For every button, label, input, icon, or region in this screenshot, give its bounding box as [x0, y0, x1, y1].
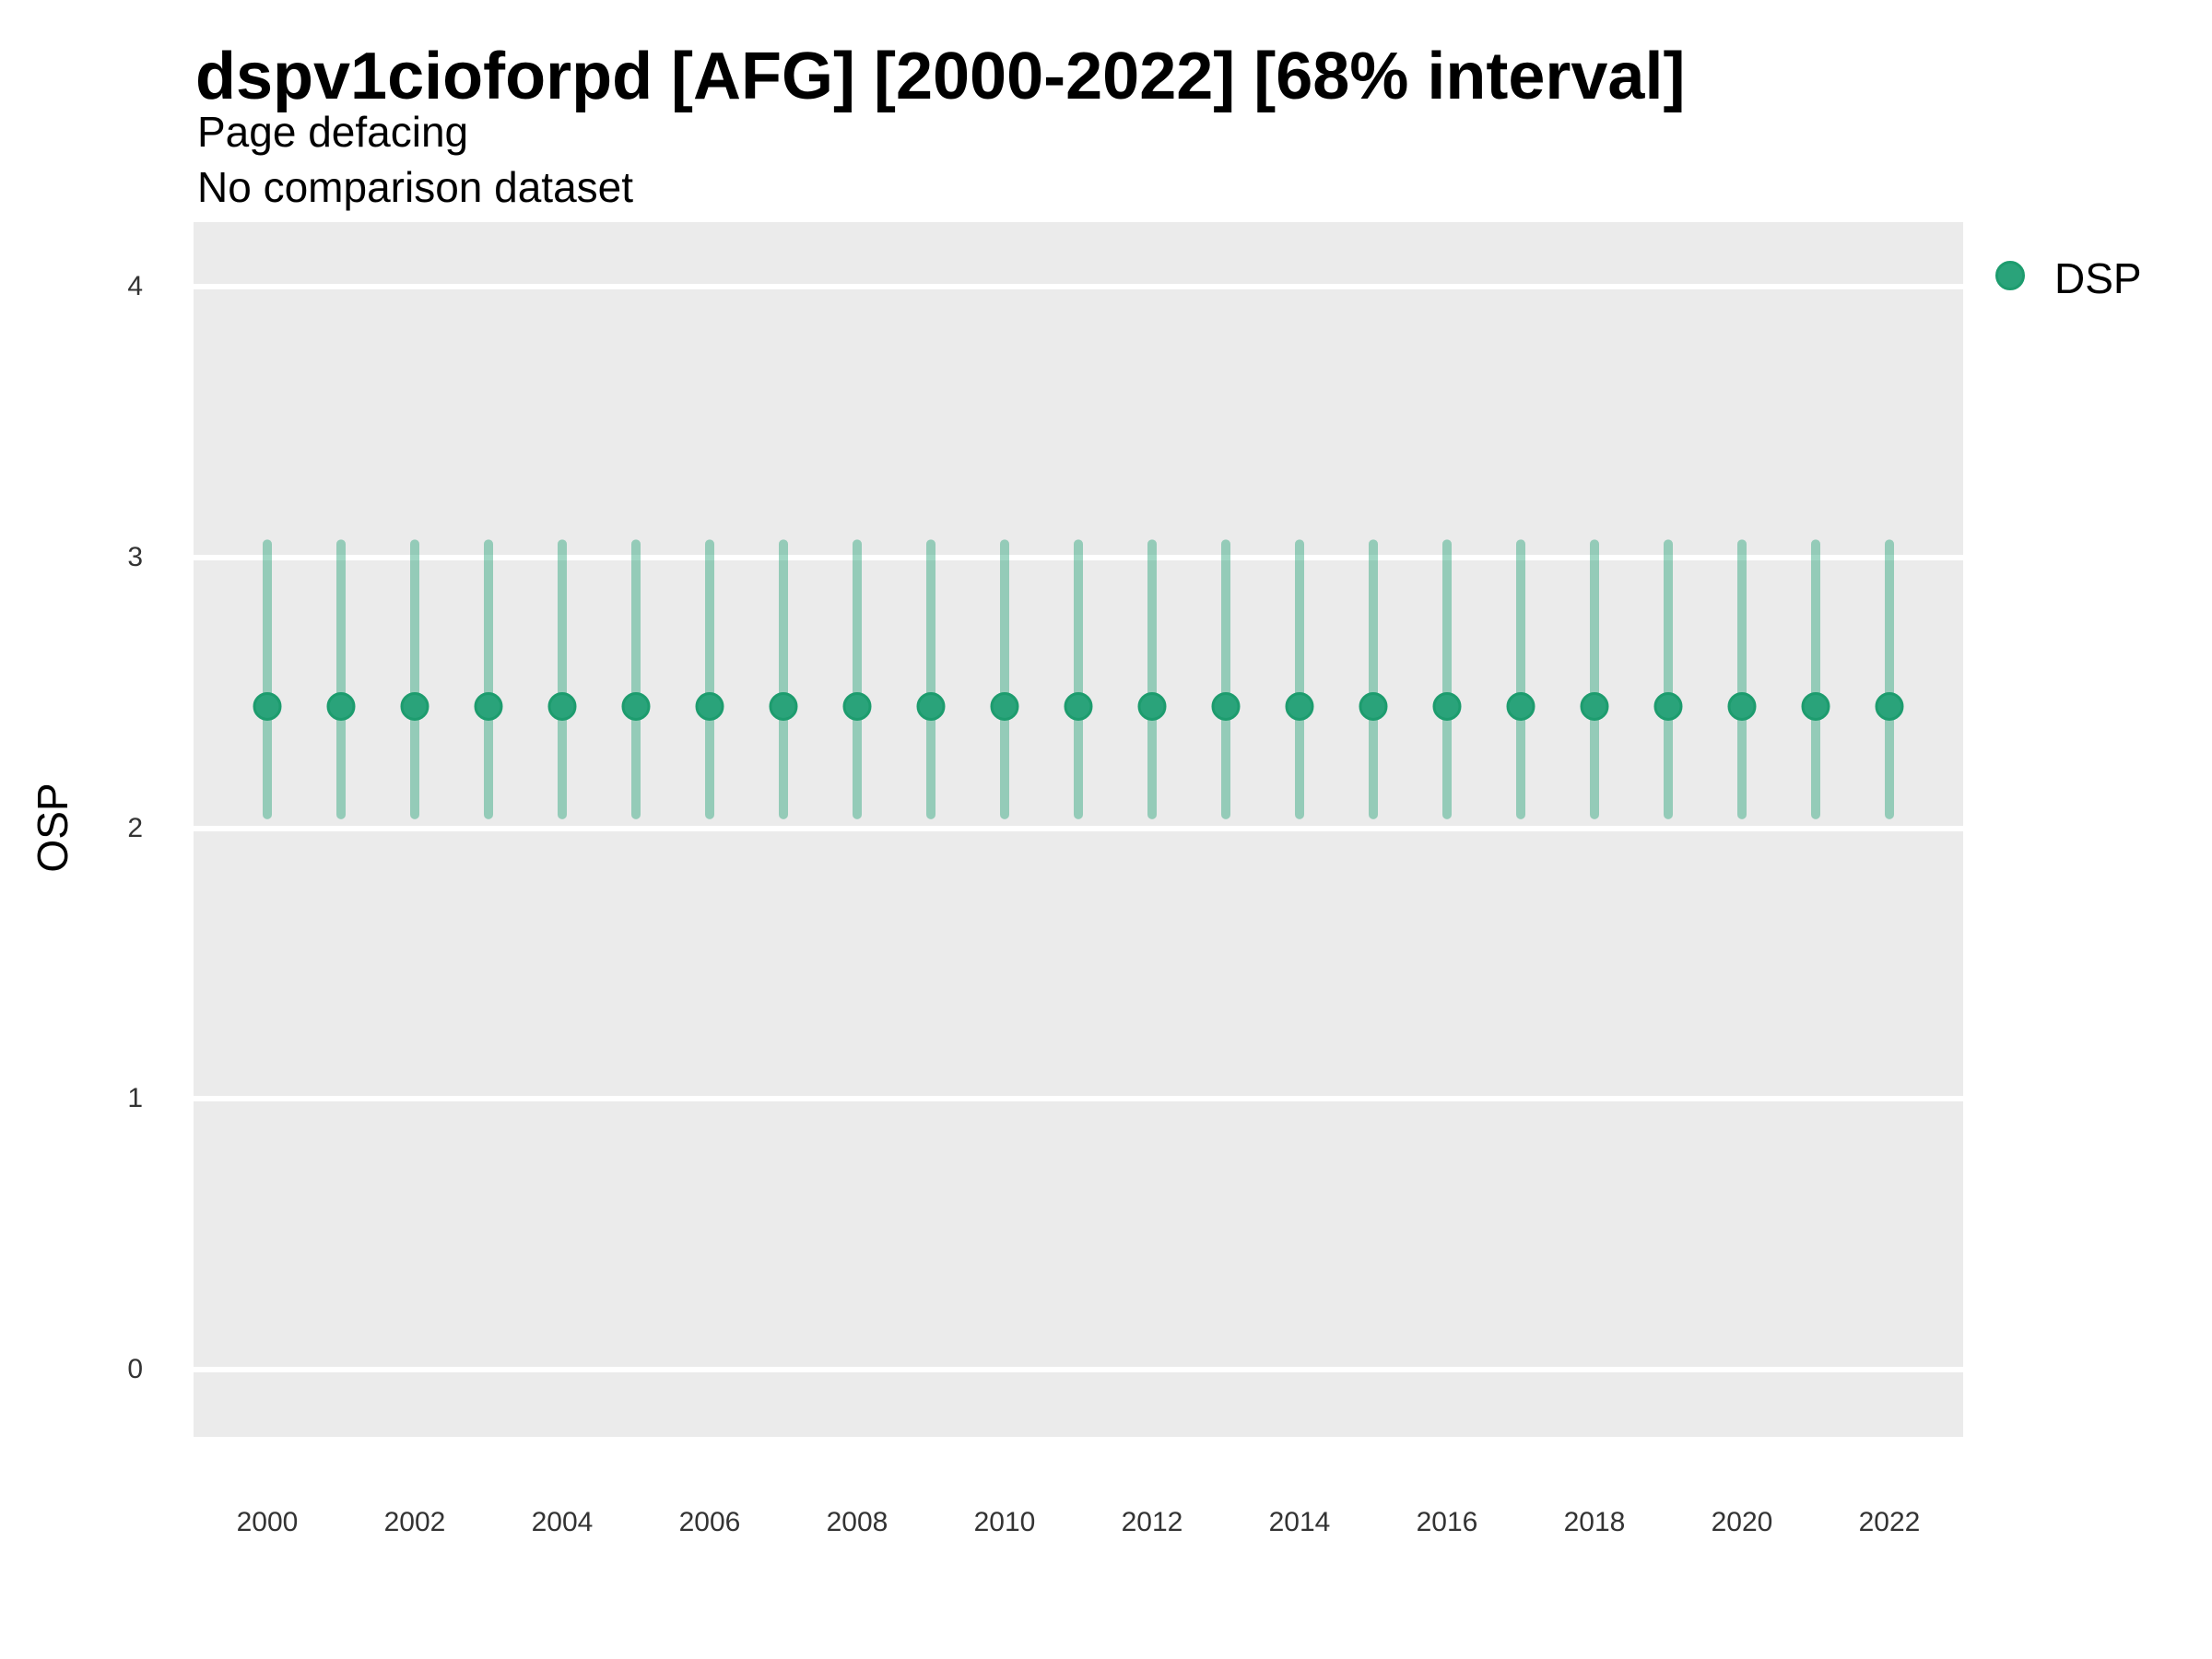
x-tick-label-2020: 2020 [1711, 1507, 1773, 1537]
point-2007 [769, 691, 798, 721]
point-2016 [1432, 691, 1462, 721]
x-tick-label-2014: 2014 [1268, 1507, 1331, 1537]
point-2020 [1727, 691, 1757, 721]
chart-subtitle: Page defacing [197, 108, 469, 156]
point-2019 [1653, 691, 1683, 721]
y-tick-label-2: 2 [127, 812, 143, 843]
gridline-y-1 [194, 1096, 1963, 1102]
point-2015 [1359, 691, 1388, 721]
gridline-y-4 [194, 284, 1963, 290]
plot-panel [194, 222, 1963, 1437]
point-2011 [1064, 691, 1093, 721]
x-tick-label-2004: 2004 [531, 1507, 594, 1537]
point-2005 [621, 691, 651, 721]
point-2004 [547, 691, 577, 721]
point-2009 [916, 691, 946, 721]
y-tick-label-4: 4 [127, 271, 143, 302]
point-2002 [400, 691, 429, 721]
point-2006 [695, 691, 724, 721]
point-2001 [326, 691, 356, 721]
point-2017 [1506, 691, 1535, 721]
gridline-y-3 [194, 554, 1963, 560]
point-2003 [474, 691, 503, 721]
point-2000 [253, 691, 282, 721]
x-tick-label-2000: 2000 [236, 1507, 299, 1537]
point-2013 [1211, 691, 1241, 721]
legend-label-dsp: DSP [2054, 254, 2142, 302]
gridline-y-0 [194, 1366, 1963, 1372]
point-2018 [1580, 691, 1609, 721]
x-tick-label-2006: 2006 [678, 1507, 741, 1537]
y-tick-label-0: 0 [127, 1353, 143, 1384]
point-2012 [1137, 691, 1167, 721]
x-tick-label-2010: 2010 [973, 1507, 1036, 1537]
y-tick-label-3: 3 [127, 541, 143, 572]
gridline-y-2 [194, 825, 1963, 831]
legend: DSP [1991, 249, 2212, 313]
legend-point-icon [1995, 261, 2025, 290]
x-tick-label-2016: 2016 [1416, 1507, 1478, 1537]
point-2008 [842, 691, 872, 721]
point-2014 [1285, 691, 1314, 721]
x-tick-label-2002: 2002 [383, 1507, 446, 1537]
point-2010 [990, 691, 1019, 721]
x-tick-label-2012: 2012 [1121, 1507, 1183, 1537]
y-tick-label-1: 1 [127, 1083, 143, 1114]
x-tick-label-2018: 2018 [1563, 1507, 1626, 1537]
chart-title: dspv1cioforpd [AFG] [2000-2022] [68% int… [195, 40, 1686, 113]
x-tick-label-2008: 2008 [826, 1507, 888, 1537]
x-tick-label-2022: 2022 [1858, 1507, 1921, 1537]
point-2022 [1875, 691, 1904, 721]
pointrange-layer [253, 539, 1904, 819]
point-2021 [1801, 691, 1830, 721]
comparison-note: No comparison dataset [197, 163, 634, 211]
